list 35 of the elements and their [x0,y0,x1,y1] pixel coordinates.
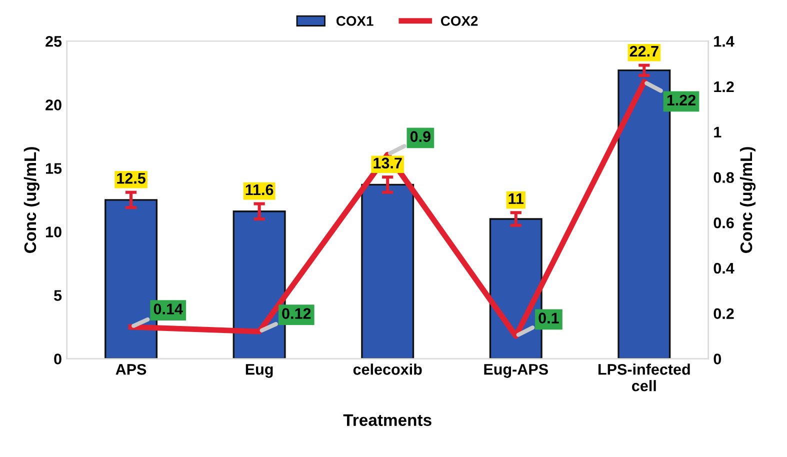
y-axis-title: Conc (ug/mL) [24,147,40,253]
data-label: 22.7 [630,46,658,57]
bar [361,184,414,359]
legend-label: COX2 [440,16,478,26]
y2-tick-label: 0.6 [714,217,734,228]
x-tick-label: Eug-APS [484,364,548,378]
data-label: 0.1 [538,312,559,324]
x-tick-label: celecoxib [353,364,422,375]
y-tick-label: 5 [54,290,62,301]
x-tick-label: LPS-infected cell [598,364,690,392]
data-label: 0.9 [410,131,430,142]
data-label: 0.14 [154,304,183,314]
data-label: 11.6 [246,184,274,196]
y2-axis-title: Conc (ug/mL) [740,147,756,253]
y2-tick-label: 0 [714,354,722,364]
y-tick-label: 15 [46,163,62,174]
data-label: 13.7 [374,158,402,169]
y2-tick-label: 0.4 [714,262,734,274]
data-label: 0.12 [282,308,311,319]
y-tick-label: 20 [46,100,62,110]
y-tick-label: 0 [54,354,62,364]
data-label: 1.22 [667,94,696,106]
y2-tick-label: 0.2 [714,308,734,320]
y2-tick-label: 1.2 [714,81,734,92]
x-tick-label: Eug [246,364,273,378]
y2-tick-label: 0.8 [714,172,734,183]
y-tick-label: 25 [46,36,62,47]
y2-tick-label: 1.4 [714,36,734,47]
data-label: 12.5 [117,172,146,184]
y2-tick-label: 1 [714,126,722,138]
x-axis-title: Treatments [343,414,432,426]
x-tick-label: APS [116,364,146,375]
data-label: 11 [508,193,524,204]
legend-label: COX1 [336,16,374,26]
y-tick-label: 10 [46,226,62,238]
